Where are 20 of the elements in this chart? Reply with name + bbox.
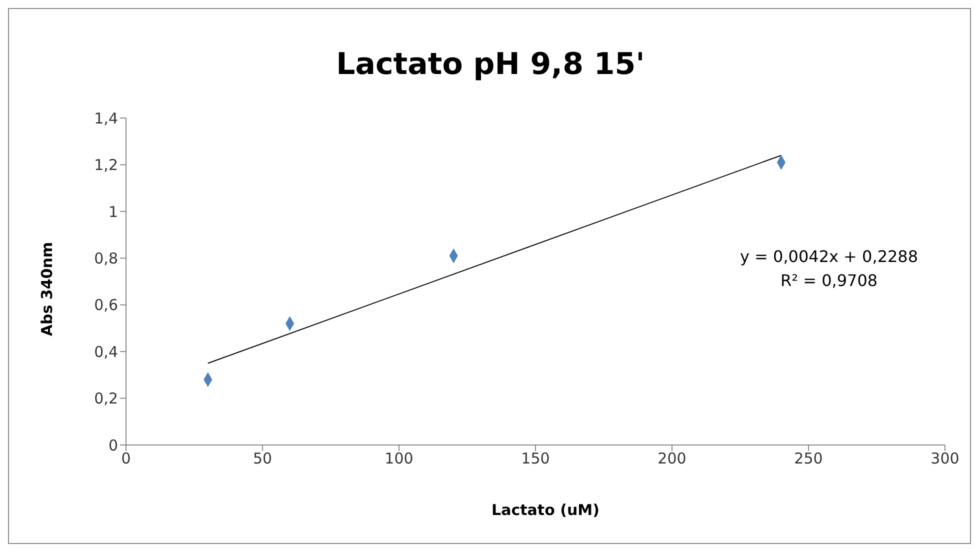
x-tick-label: 100 — [384, 450, 414, 468]
chart-title: Lactato pH 9,8 15' — [335, 47, 646, 82]
x-tick-label: 150 — [521, 450, 550, 468]
annotation: y = 0,0042x + 0,2288 — [738, 246, 920, 268]
y-tick-label: 1 — [108, 202, 118, 221]
y-axis-title: Abs 340nm — [38, 242, 56, 336]
y-tick-label: 0,2 — [94, 390, 118, 408]
y-tick-label: 1,2 — [94, 156, 118, 174]
y-tick-label: 0,8 — [94, 249, 118, 268]
x-tick-label: 200 — [658, 450, 686, 468]
annotation: R² = 0,9708 — [779, 270, 879, 292]
y-tick-label: 0,6 — [94, 296, 118, 314]
x-tick-label: 50 — [252, 450, 272, 468]
x-axis-title: Lactato (uM) — [490, 501, 600, 519]
y-tick-label: 1,4 — [94, 109, 118, 128]
y-tick-label: 0,4 — [94, 342, 118, 361]
x-tick-label: 300 — [930, 450, 960, 468]
x-tick-label: 0 — [121, 450, 131, 468]
y-tick-label: 0 — [108, 436, 118, 454]
x-tick-label: 250 — [794, 450, 823, 468]
